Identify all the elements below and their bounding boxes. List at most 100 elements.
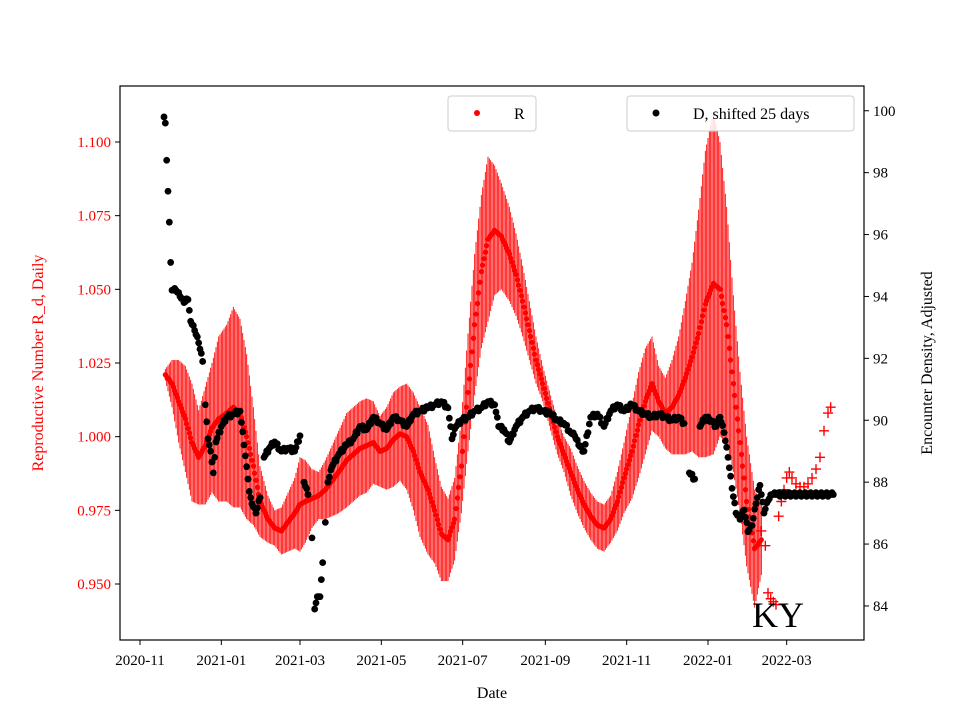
r-tail-plus-point (756, 525, 767, 536)
x-tick-label: 2021-09 (520, 653, 570, 669)
r-point (700, 313, 706, 319)
r-point (250, 463, 256, 469)
r-point (433, 512, 439, 518)
d-point (308, 534, 316, 542)
d-point (727, 472, 735, 480)
r-point (734, 416, 740, 422)
r-point (732, 392, 738, 399)
r-point (454, 495, 460, 501)
r-point (468, 362, 474, 368)
d-point (325, 473, 333, 481)
r-point (744, 498, 750, 505)
x-axis: 2020-11 2021-01 2021-03 2021-05 2021-07 2021-… (115, 640, 812, 669)
r-point (626, 457, 632, 463)
r-point (541, 385, 547, 392)
d-point (491, 401, 499, 409)
r-point (724, 322, 730, 328)
d-point (721, 437, 729, 445)
d-point (503, 430, 511, 438)
d-point (492, 408, 500, 416)
r-point (432, 507, 438, 513)
d-point (252, 509, 260, 517)
d-point (493, 413, 501, 421)
d-point (317, 576, 325, 584)
r-point (632, 438, 638, 444)
legend-d-marker (652, 109, 660, 117)
r-point (545, 400, 551, 406)
r-point (186, 430, 192, 436)
r-point (520, 298, 526, 304)
d-point (751, 505, 759, 513)
r-tail-plus-point (811, 464, 821, 475)
d-point (324, 478, 332, 486)
r-tail-plus-point (819, 425, 829, 436)
r-point (618, 484, 624, 490)
y-right-tick-label: 100 (873, 104, 896, 120)
d-point (444, 404, 452, 412)
r-point (437, 526, 443, 532)
x-tick-label: 2021-11 (602, 653, 651, 669)
d-point (728, 484, 736, 492)
r-point (465, 389, 471, 396)
d-point (563, 421, 571, 429)
r-point (525, 322, 531, 328)
d-point (240, 441, 248, 449)
d-point (829, 491, 837, 498)
r-point (184, 421, 190, 427)
r-point (540, 381, 546, 387)
r-point (464, 404, 470, 410)
r-tail-plus-point (807, 472, 817, 483)
y-axis-right: 84 86 88 90 92 94 96 98 100 (864, 104, 896, 615)
r-point (544, 395, 550, 401)
d-point (756, 481, 764, 489)
r-point (726, 345, 732, 351)
d-point (731, 499, 739, 507)
d-point (729, 493, 737, 500)
r-point (533, 357, 539, 363)
r-point (473, 311, 479, 317)
r-point (717, 286, 723, 292)
r-tail-plus-point (787, 472, 797, 483)
r-point (538, 376, 544, 382)
r-point (542, 390, 548, 397)
d-point (296, 432, 304, 440)
r-point (628, 453, 634, 459)
r-point (536, 366, 542, 373)
d-point (195, 339, 203, 347)
r-point (696, 330, 702, 337)
r-point (478, 269, 484, 275)
d-point (724, 453, 732, 461)
d-point (740, 506, 748, 514)
r-point (733, 404, 739, 410)
r-point (253, 477, 259, 483)
r-point (532, 351, 538, 357)
y-axis-right-label: Encounter Density, Adjusted (919, 271, 936, 454)
r-point (526, 327, 532, 334)
r-point (728, 357, 734, 363)
r-point (697, 325, 703, 331)
y-right-tick-label: 94 (873, 289, 889, 305)
r-point (614, 498, 620, 505)
r-point (452, 516, 458, 522)
r-point (434, 517, 440, 523)
r-point (729, 369, 735, 375)
d-point (292, 443, 300, 451)
r-point (460, 448, 466, 455)
y-right-tick-label: 84 (873, 599, 889, 615)
r-point (530, 345, 536, 351)
y-left-tick-label: 0.950 (77, 577, 111, 593)
r-point (620, 480, 626, 486)
d-point (761, 505, 769, 513)
d-point (197, 350, 205, 357)
r-point (469, 349, 475, 355)
r-point (689, 354, 695, 360)
d-point (201, 401, 209, 409)
r-tail-plus-point (773, 511, 784, 522)
r-point (518, 293, 524, 299)
r-point (185, 425, 191, 432)
d-point (253, 504, 261, 512)
d-point (185, 306, 193, 314)
d-point (204, 435, 212, 443)
d-point (165, 218, 173, 226)
